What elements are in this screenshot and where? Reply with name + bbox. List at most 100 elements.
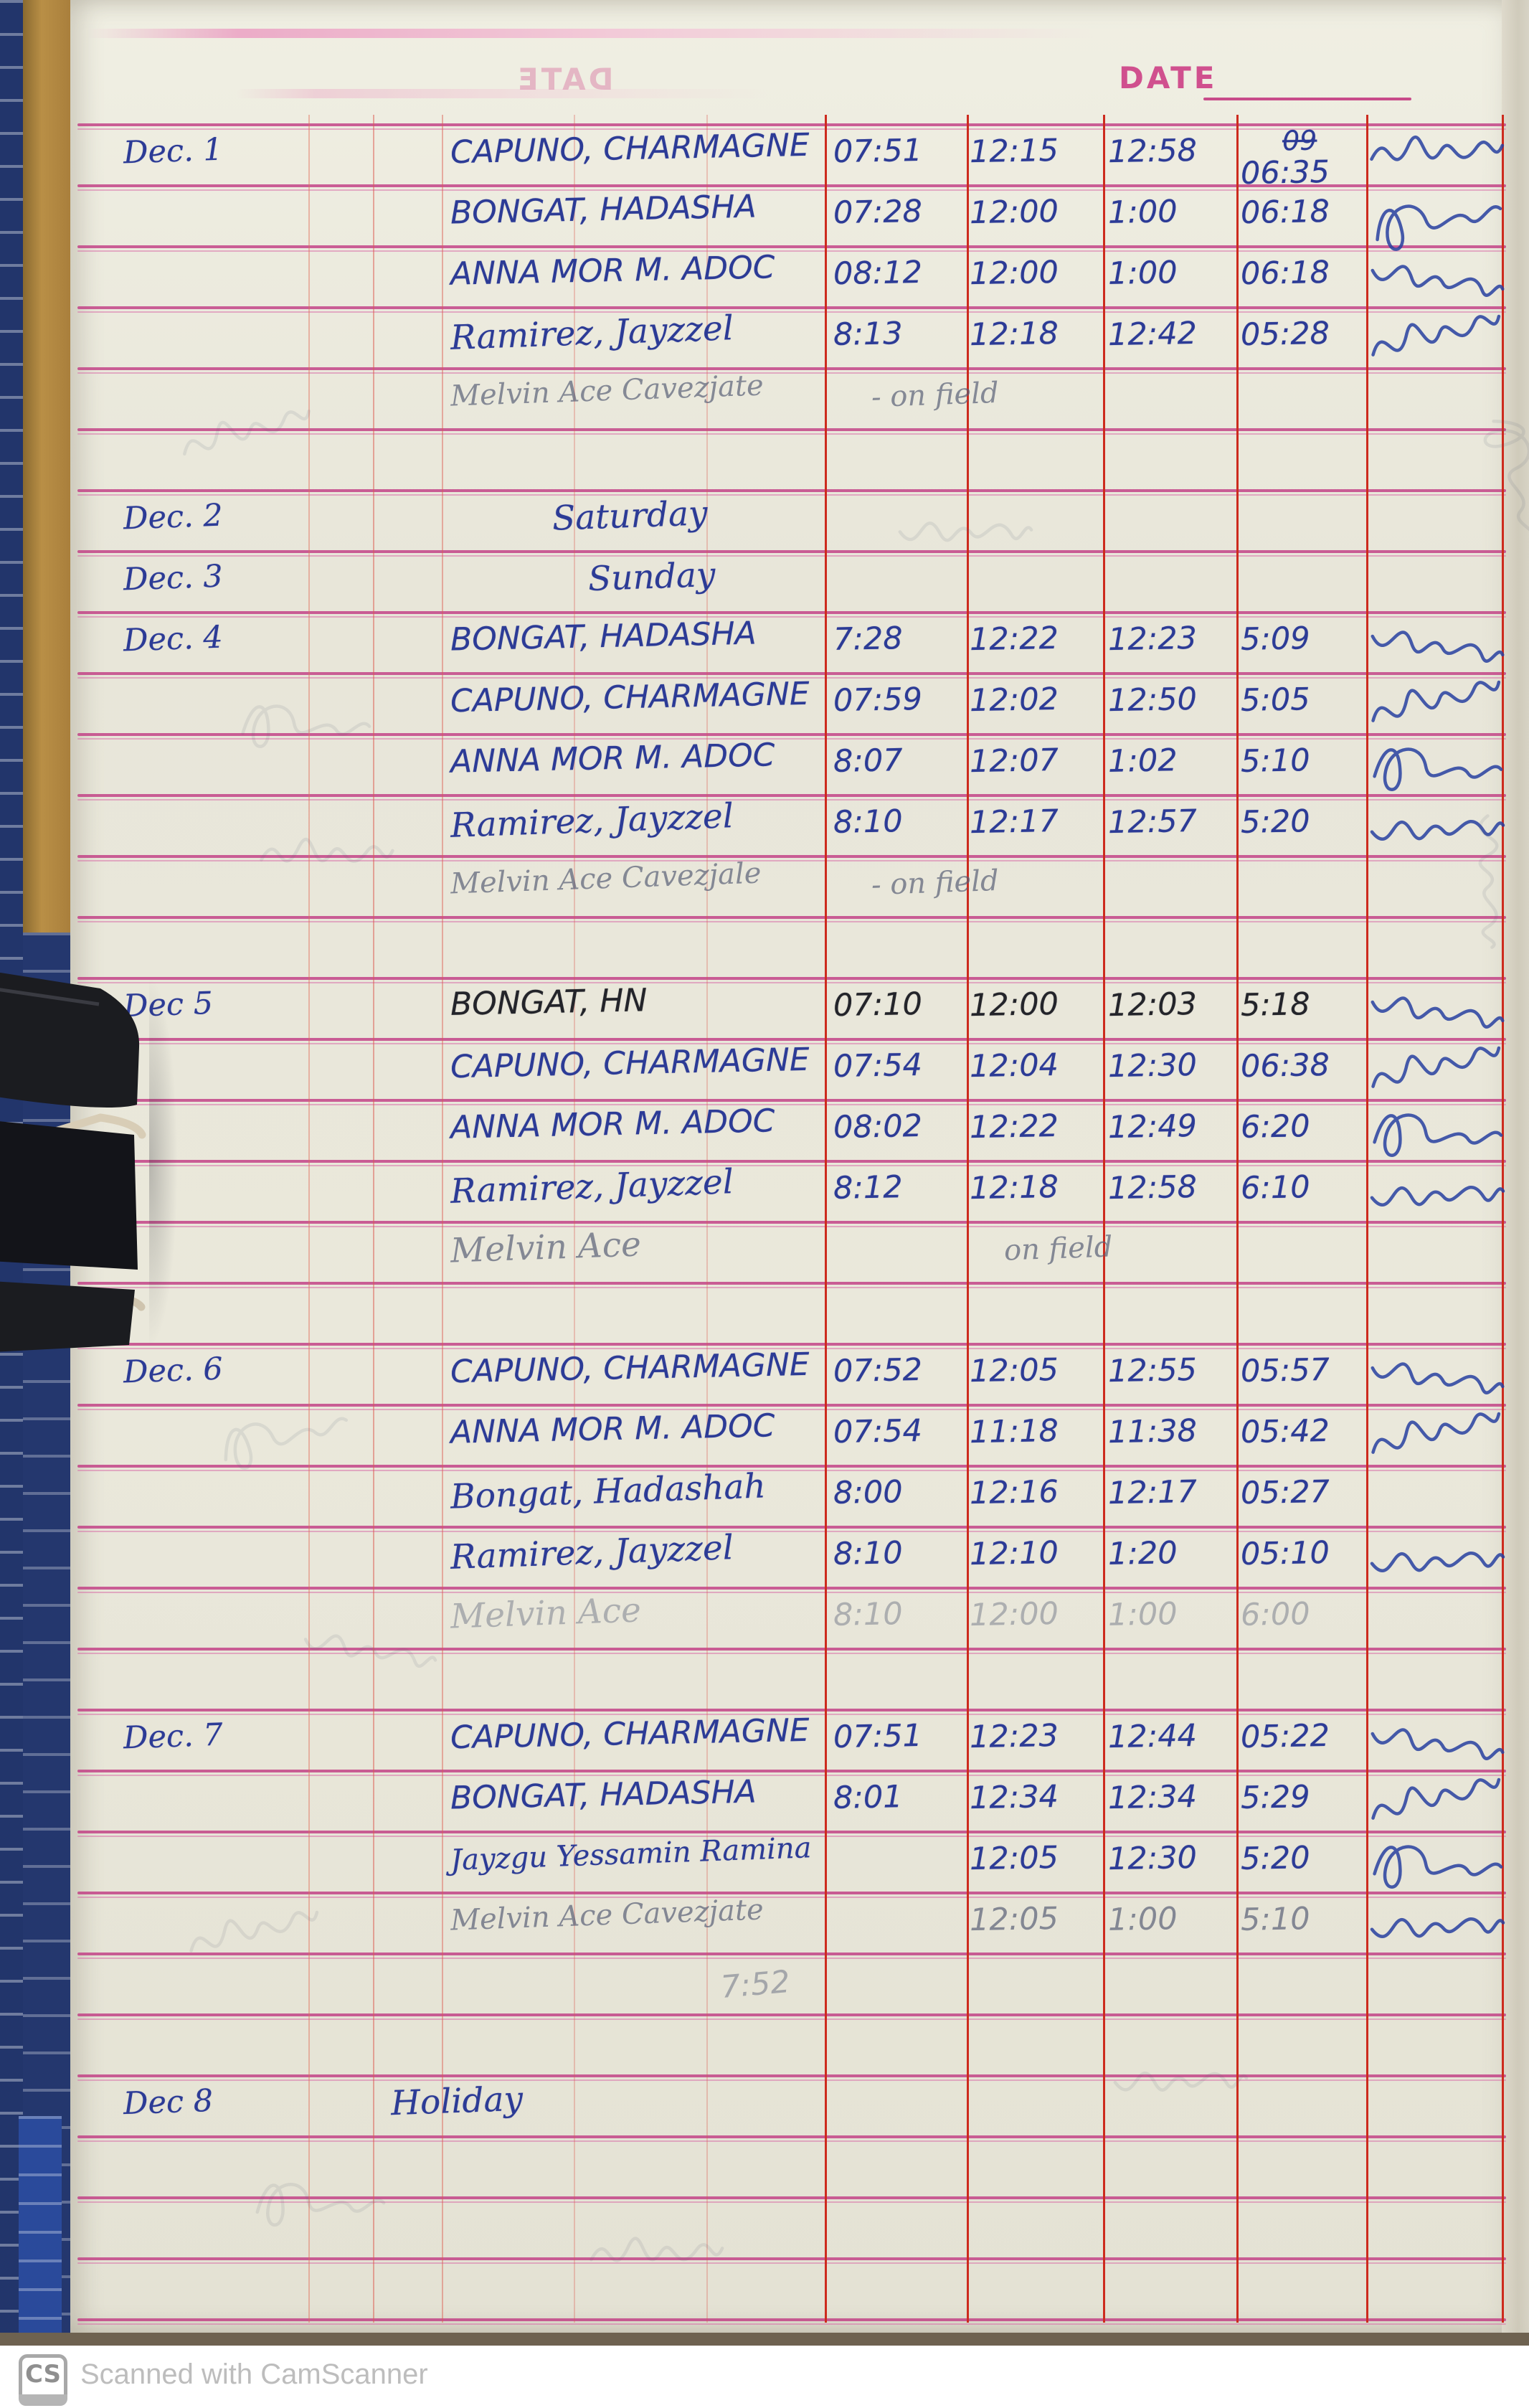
time-cell: 8:12 bbox=[833, 1169, 903, 1207]
camscanner-footer-text: Scanned with CamScanner bbox=[80, 2359, 428, 2390]
name-text: ANNA MOR M. ADOC bbox=[450, 737, 775, 780]
time-cell: 05:42 bbox=[1240, 1412, 1330, 1451]
time-cell: 5:20 bbox=[1240, 1840, 1310, 1877]
column-line bbox=[574, 115, 575, 2323]
page-ruling bbox=[77, 799, 1506, 801]
time-cell: 8:13 bbox=[833, 316, 903, 353]
time-cell: 12:10 bbox=[969, 1534, 1059, 1573]
page-ruling bbox=[77, 306, 1506, 309]
name-text: Melvin Ace bbox=[450, 1224, 642, 1271]
time-cell: 1:00 bbox=[1107, 255, 1178, 292]
column-line bbox=[706, 115, 708, 2323]
page-ruling bbox=[77, 2323, 1506, 2325]
time-cell: 12:03 bbox=[1107, 986, 1198, 1024]
name-text: ANNA MOR M. ADOC bbox=[450, 1407, 775, 1451]
signature-scribble bbox=[1371, 631, 1505, 663]
bleed-mark bbox=[303, 1634, 437, 1668]
time-cell: 12:34 bbox=[1107, 1778, 1198, 1817]
time-cell: 12:16 bbox=[969, 1473, 1059, 1512]
bleed-mark bbox=[255, 2183, 386, 2227]
time-cell: 12:00 bbox=[969, 193, 1059, 232]
name-text: BONGAT, HADASHA bbox=[450, 188, 757, 232]
note-text: on field bbox=[1003, 1230, 1114, 1267]
time-cell: 12:00 bbox=[969, 254, 1059, 293]
time-cell: 07:10 bbox=[833, 986, 923, 1024]
time-cell: 12:22 bbox=[969, 1108, 1059, 1146]
time-cell: 5:20 bbox=[1240, 803, 1310, 841]
page-ruling bbox=[77, 1836, 1506, 1837]
page-ruling bbox=[77, 611, 1506, 614]
time-cell: 8:10 bbox=[833, 1596, 903, 1633]
notebook-page bbox=[70, 0, 1529, 2333]
page-ruling bbox=[77, 1160, 1506, 1163]
time-cell: 5:10 bbox=[1240, 742, 1310, 780]
column-line bbox=[1502, 115, 1504, 2323]
crossed-out-time: 09 bbox=[1282, 124, 1317, 157]
page-ruling bbox=[77, 128, 1506, 130]
time-cell: 07:59 bbox=[833, 681, 923, 719]
top-edge-smear bbox=[86, 29, 1104, 38]
signature-scribble bbox=[1371, 680, 1501, 722]
time-cell: 8:10 bbox=[833, 803, 903, 841]
name-text: ANNA MOR M. ADOC bbox=[450, 1103, 775, 1146]
signature-scribble bbox=[1371, 996, 1505, 1029]
time-cell: 12:05 bbox=[969, 1351, 1059, 1390]
time-cell: 12:15 bbox=[969, 132, 1059, 171]
signature-scribble bbox=[1370, 1917, 1505, 1938]
time-cell: 12:30 bbox=[1107, 1839, 1198, 1878]
name-text: BONGAT, HADASHA bbox=[450, 1773, 757, 1817]
page-ruling bbox=[77, 672, 1506, 675]
time-cell: 08:02 bbox=[833, 1108, 923, 1146]
time-cell: 5:05 bbox=[1240, 681, 1310, 719]
page-ruling bbox=[77, 311, 1506, 313]
time-cell: 1:00 bbox=[1107, 194, 1178, 231]
time-cell: 06:18 bbox=[1240, 254, 1330, 293]
page-ruling bbox=[77, 733, 1506, 736]
name-text: CAPUNO, CHARMAGNE bbox=[450, 675, 810, 720]
bleed-mark bbox=[241, 704, 371, 748]
page-ruling bbox=[77, 794, 1506, 797]
page-ruling bbox=[77, 916, 1506, 919]
time-cell: 06:35 bbox=[1240, 154, 1330, 192]
time-cell: 07:54 bbox=[833, 1412, 923, 1451]
signature-scribble bbox=[1373, 747, 1503, 791]
time-cell: 12:04 bbox=[969, 1047, 1059, 1085]
bleed-mark bbox=[898, 521, 1033, 542]
signature-scribble bbox=[1370, 1185, 1505, 1207]
time-cell: 08:12 bbox=[833, 254, 923, 293]
name-text: BONGAT, HADASHA bbox=[450, 615, 757, 658]
time-cell: 1:00 bbox=[1107, 1596, 1178, 1633]
camscanner-logo: CS bbox=[19, 2354, 67, 2406]
column-line bbox=[1103, 115, 1105, 2323]
page-ruling bbox=[77, 855, 1506, 858]
column-line bbox=[308, 115, 310, 2323]
time-cell: 5:10 bbox=[1240, 1901, 1310, 1938]
time-cell: 12:17 bbox=[969, 803, 1059, 841]
name-text: Sunday bbox=[587, 554, 716, 600]
time-cell: 06:38 bbox=[1240, 1047, 1330, 1085]
page-ruling bbox=[77, 2019, 1506, 2020]
time-cell: 12:55 bbox=[1107, 1351, 1198, 1390]
bleed-mark bbox=[1483, 420, 1529, 544]
page-ruling bbox=[77, 2262, 1506, 2264]
page-ruling bbox=[77, 1831, 1506, 1833]
page-ruling bbox=[77, 1770, 1506, 1772]
page-ruling bbox=[77, 1709, 1506, 1711]
time-cell: 6:20 bbox=[1240, 1108, 1310, 1146]
time-cell: 12:00 bbox=[969, 1595, 1059, 1634]
page-ruling bbox=[77, 1531, 1506, 1532]
bleed-pencil-time: 7:52 bbox=[719, 1963, 792, 2006]
signature-scribble bbox=[1371, 1777, 1501, 1820]
signature-scribble bbox=[1371, 314, 1501, 357]
time-cell: 12:58 bbox=[1107, 1168, 1198, 1207]
page-ruling bbox=[77, 2318, 1506, 2321]
time-cell: 12:18 bbox=[969, 315, 1059, 354]
page-ruling bbox=[77, 1226, 1506, 1227]
signature-scribble bbox=[1371, 1362, 1505, 1394]
signature-scribble bbox=[1370, 135, 1505, 161]
page-ruling bbox=[77, 1104, 1506, 1105]
page-ruling bbox=[77, 738, 1506, 740]
page-ruling bbox=[77, 1587, 1506, 1590]
page-ruling bbox=[77, 1043, 1506, 1044]
time-cell: 07:51 bbox=[833, 132, 923, 171]
